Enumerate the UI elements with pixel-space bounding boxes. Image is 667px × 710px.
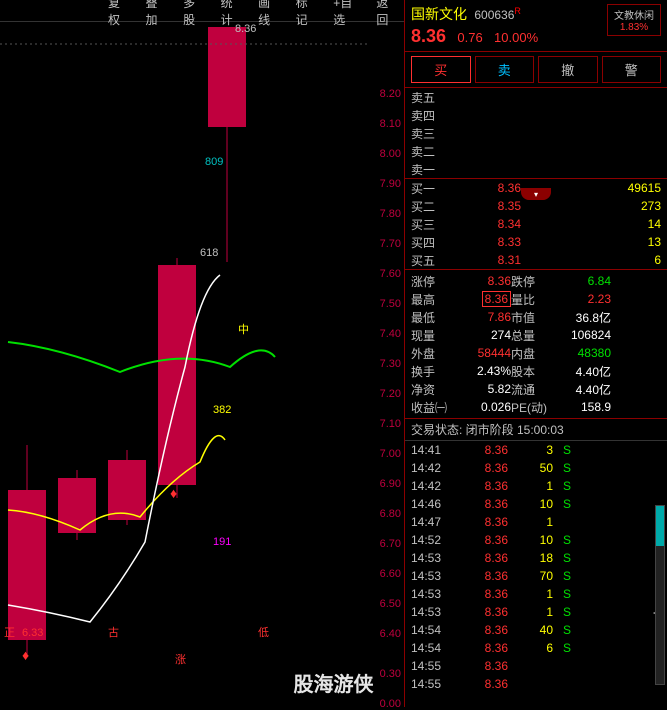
svg-text:6.33: 6.33 <box>22 627 43 639</box>
stats-row: 外盘58444内盘48380 <box>405 344 667 362</box>
tick-row: 14:548.3640S <box>405 621 667 639</box>
y-tick: 8.20 <box>380 88 401 100</box>
y-tick: 8.10 <box>380 118 401 130</box>
buy-level[interactable]: 买三8.3414 <box>405 215 667 233</box>
chart-panel: 复权叠加多股统计画线标记+自选返回 8.20 8.10 8.00 7.90 7.80 7.… <box>0 0 405 707</box>
stock-name[interactable]: 国新文化 <box>411 4 467 24</box>
y-tick: 6.80 <box>380 508 401 520</box>
candlestick-chart[interactable]: 8.20 8.10 8.00 7.90 7.80 7.70 7.60 7.50 7.40 7.30… <box>0 22 404 707</box>
last-price: 8.36 <box>411 26 446 46</box>
stats-row: 换手2.43%股本4.40亿 <box>405 362 667 380</box>
y-tick: 0.30 <box>380 668 401 680</box>
y-tick: 6.90 <box>380 478 401 490</box>
tick-list[interactable]: 14:418.363S14:428.3650S14:428.361S14:468… <box>405 441 667 707</box>
chart-svg: 8.36 809 618 中 382 191 6.33 正 古 低涨 ♦ ♦ <box>0 22 370 707</box>
sector-badge[interactable]: 文教休闲 1.83% <box>607 4 661 36</box>
tick-row: 14:538.3670S <box>405 567 667 585</box>
alert-button[interactable]: 警 <box>602 56 662 83</box>
action-buttons: 买 卖 撤 警 <box>405 52 667 88</box>
tick-row: 14:558.36 <box>405 657 667 675</box>
tick-row: 14:538.3618S <box>405 549 667 567</box>
svg-text:涨: 涨 <box>175 653 186 666</box>
stats-row: 收益㈠0.026PE(动)158.9 <box>405 398 667 416</box>
y-tick: 7.90 <box>380 178 401 190</box>
quote-panel: 国新文化 600636R 文教休闲 1.83% 8.36 0.76 10.00%… <box>405 0 667 707</box>
svg-text:正: 正 <box>4 627 15 639</box>
y-tick: 6.70 <box>380 538 401 550</box>
tick-row: 14:428.3650S <box>405 459 667 477</box>
svg-text:中: 中 <box>238 323 249 336</box>
y-tick: 7.00 <box>380 448 401 460</box>
stock-code: 600636R <box>474 8 521 22</box>
svg-text:382: 382 <box>213 404 231 416</box>
tick-scrollbar[interactable] <box>655 505 665 685</box>
stats-row: 净资5.82流通4.40亿 <box>405 380 667 398</box>
sell-level[interactable]: 卖一 <box>405 160 667 178</box>
tick-row: 14:428.361S <box>405 477 667 495</box>
tick-row: 14:558.36 <box>405 675 667 693</box>
sell-level[interactable]: 卖五 <box>405 88 667 106</box>
buy-level[interactable]: 买四8.3313 <box>405 233 667 251</box>
price-axis: 8.20 8.10 8.00 7.90 7.80 7.70 7.60 7.50 7.40 7.30… <box>369 22 404 707</box>
sell-button[interactable]: 卖 <box>475 56 535 83</box>
y-tick: 7.60 <box>380 268 401 280</box>
watermark: 股海游侠 <box>294 668 374 697</box>
svg-text:♦: ♦ <box>170 485 177 501</box>
tick-row: 14:418.363S <box>405 441 667 459</box>
stats-row: 现量274总量106824 <box>405 326 667 344</box>
y-tick: 6.50 <box>380 598 401 610</box>
y-tick: 7.70 <box>380 238 401 250</box>
order-book: 卖五卖四卖三卖二卖一买一8.3649615买二8.35273买三8.3414买四… <box>405 88 667 270</box>
sell-level[interactable]: 卖四 <box>405 106 667 124</box>
tick-row: 14:468.3610S <box>405 495 667 513</box>
stock-header: 国新文化 600636R 文教休闲 1.83% 8.36 0.76 10.00% <box>405 0 667 52</box>
expand-icon[interactable]: ▾ <box>521 188 551 200</box>
y-tick: 0.00 <box>380 698 401 710</box>
tick-row: 14:548.366S <box>405 639 667 657</box>
y-tick: 7.50 <box>380 298 401 310</box>
y-tick: 6.60 <box>380 568 401 580</box>
tick-row: 14:528.3610S <box>405 531 667 549</box>
cancel-button[interactable]: 撤 <box>538 56 598 83</box>
sell-level[interactable]: 卖三 <box>405 124 667 142</box>
trade-status: 交易状态: 闭市阶段 15:00:03 <box>405 419 667 441</box>
tick-row: 14:538.361S <box>405 585 667 603</box>
y-tick: 7.40 <box>380 328 401 340</box>
sell-level[interactable]: 卖二 <box>405 142 667 160</box>
y-tick: 7.30 <box>380 358 401 370</box>
svg-text:8.36: 8.36 <box>235 23 256 35</box>
svg-text:809: 809 <box>205 156 223 168</box>
y-tick: 8.00 <box>380 148 401 160</box>
stats-row: 最高8.36量比2.23 <box>405 290 667 308</box>
buy-level[interactable]: 买五8.316 <box>405 251 667 269</box>
price-change: 0.76 <box>457 30 482 45</box>
stats-grid: 涨停8.36跌停6.84最高8.36量比2.23最低7.86市值36.8亿现量2… <box>405 270 667 419</box>
y-tick: 6.40 <box>380 628 401 640</box>
buy-button[interactable]: 买 <box>411 56 471 83</box>
y-tick: 7.10 <box>380 418 401 430</box>
svg-text:191: 191 <box>213 536 231 548</box>
tick-row: 14:478.361 <box>405 513 667 531</box>
svg-text:♦: ♦ <box>22 647 29 663</box>
tick-row: 14:538.361S-- <box>405 603 667 621</box>
svg-text:低: 低 <box>258 626 269 639</box>
price-pct: 10.00% <box>494 30 538 45</box>
stats-row: 最低7.86市值36.8亿 <box>405 308 667 326</box>
svg-text:古: 古 <box>108 626 119 639</box>
y-tick: 7.80 <box>380 208 401 220</box>
svg-text:618: 618 <box>200 247 218 259</box>
y-tick: 7.20 <box>380 388 401 400</box>
chart-toolbar: 复权叠加多股统计画线标记+自选返回 <box>0 0 404 22</box>
stats-row: 涨停8.36跌停6.84 <box>405 272 667 290</box>
